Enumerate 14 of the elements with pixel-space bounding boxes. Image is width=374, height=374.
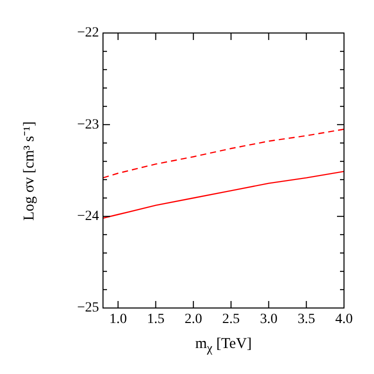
x-tick-label: 3.5 <box>298 312 316 328</box>
x-tick-label: 2.0 <box>184 312 202 328</box>
x-tick-label: 3.0 <box>260 312 278 328</box>
x-tick-label: 4.0 <box>335 312 353 328</box>
y-tick-label: −24 <box>77 209 99 224</box>
y-tick-label: −22 <box>77 26 99 41</box>
x-tick-label: 1.5 <box>146 312 164 328</box>
y-tick-label: −23 <box>77 117 99 132</box>
y-tick-label: −25 <box>77 300 99 316</box>
x-tick-label: 1.0 <box>109 312 127 328</box>
line-series <box>103 128 344 178</box>
x-axis-title: m$_{χ}$ [TeV] <box>195 336 252 356</box>
y-axis-title: Log σv [cm³ s⁻¹] <box>20 120 38 220</box>
x-tick-label: 2.5 <box>222 312 240 328</box>
